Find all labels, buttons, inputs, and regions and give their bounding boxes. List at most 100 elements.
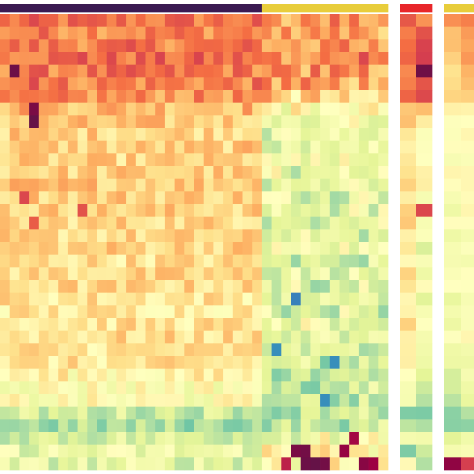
side-1-heatmap-cell (416, 432, 433, 446)
main-heatmap-cell (252, 419, 263, 433)
main-heatmap-cell (281, 77, 292, 91)
main-heatmap-cell (87, 204, 98, 218)
main-heatmap-cell (58, 216, 69, 230)
main-heatmap-cell (339, 26, 350, 40)
main-heatmap-cell (19, 292, 30, 306)
main-heatmap-cell (349, 406, 360, 420)
main-heatmap-cell (48, 444, 59, 458)
main-heatmap-cell (223, 318, 234, 332)
main-heatmap-cell (310, 406, 321, 420)
main-heatmap-cell (368, 216, 379, 230)
side-1-heatmap-cell (416, 204, 433, 218)
side-1-heatmap-cell (400, 102, 417, 116)
main-heatmap-cell (320, 267, 331, 281)
main-heatmap-cell (261, 242, 272, 256)
main-heatmap-cell (184, 368, 195, 382)
side-1-heatmap-cell (416, 419, 433, 433)
main-heatmap-cell (339, 102, 350, 116)
side-2-heatmap-cell (444, 368, 462, 382)
main-heatmap-cell (261, 39, 272, 53)
main-heatmap-cell (87, 229, 98, 243)
main-heatmap-cell (213, 52, 224, 66)
main-heatmap-cell (29, 254, 40, 268)
main-heatmap-cell (116, 191, 127, 205)
main-heatmap-cell (368, 90, 379, 104)
main-heatmap-cell (271, 128, 282, 142)
main-heatmap-cell (349, 14, 360, 28)
main-heatmap-cell (223, 406, 234, 420)
main-heatmap-cell (194, 14, 205, 28)
main-heatmap-cell (164, 52, 175, 66)
main-heatmap-cell (87, 52, 98, 66)
main-heatmap-cell (58, 267, 69, 281)
main-heatmap-cell (223, 166, 234, 180)
side-2-heatmap-cell (461, 191, 474, 205)
main-heatmap-cell (77, 128, 88, 142)
main-heatmap-cell (223, 292, 234, 306)
main-heatmap-cell (300, 14, 311, 28)
main-heatmap-cell (174, 52, 185, 66)
main-heatmap-cell (87, 381, 98, 395)
main-heatmap-cell (19, 140, 30, 154)
main-heatmap-cell (0, 292, 11, 306)
main-heatmap-cell (261, 77, 272, 91)
main-heatmap-cell (252, 26, 263, 40)
main-heatmap-cell (281, 39, 292, 53)
main-heatmap-cell (29, 204, 40, 218)
main-heatmap-cell (58, 394, 69, 408)
main-heatmap-cell (174, 343, 185, 357)
main-heatmap-cell (184, 343, 195, 357)
main-heatmap-cell (87, 216, 98, 230)
side-1-heatmap-cell (416, 166, 433, 180)
main-heatmap-cell (58, 191, 69, 205)
main-heatmap-cell (0, 267, 11, 281)
main-heatmap-cell (58, 52, 69, 66)
main-heatmap-cell (232, 419, 243, 433)
main-heatmap-cell (29, 229, 40, 243)
main-heatmap-cell (203, 381, 214, 395)
main-heatmap-cell (97, 280, 108, 294)
main-heatmap-cell (126, 178, 137, 192)
main-heatmap-cell (358, 406, 369, 420)
main-heatmap-cell (203, 90, 214, 104)
main-heatmap-cell (87, 444, 98, 458)
main-heatmap-cell (29, 64, 40, 78)
main-heatmap-cell (106, 330, 117, 344)
main-heatmap-cell (145, 242, 156, 256)
main-heatmap-cell (291, 191, 302, 205)
main-heatmap-cell (358, 381, 369, 395)
main-heatmap-cell (0, 254, 11, 268)
main-heatmap-cell (116, 318, 127, 332)
main-heatmap-cell (184, 64, 195, 78)
main-heatmap-cell (106, 166, 117, 180)
main-heatmap-cell (19, 102, 30, 116)
main-heatmap-cell (174, 419, 185, 433)
main-heatmap-cell (87, 368, 98, 382)
main-heatmap-cell (58, 406, 69, 420)
main-heatmap-cell (329, 191, 340, 205)
main-heatmap-cell (97, 267, 108, 281)
main-heatmap-cell (252, 39, 263, 53)
main-heatmap-cell (126, 292, 137, 306)
main-heatmap-cell (378, 292, 389, 306)
main-heatmap-cell (87, 432, 98, 446)
main-heatmap-cell (0, 90, 11, 104)
main-heatmap-cell (58, 318, 69, 332)
main-heatmap-cell (320, 444, 331, 458)
main-heatmap-cell (29, 356, 40, 370)
main-heatmap-cell (368, 280, 379, 294)
main-heatmap-cell (184, 77, 195, 91)
main-heatmap-cell (232, 77, 243, 91)
main-heatmap-cell (358, 368, 369, 382)
main-heatmap-cell (281, 444, 292, 458)
main-heatmap-cell (310, 191, 321, 205)
main-heatmap-cell (339, 330, 350, 344)
main-heatmap-cell (223, 419, 234, 433)
side-1-heatmap-cell (400, 204, 417, 218)
main-heatmap-cell (281, 280, 292, 294)
main-heatmap-cell (271, 457, 282, 471)
main-heatmap-cell (38, 102, 49, 116)
main-heatmap-cell (155, 229, 166, 243)
main-heatmap-cell (174, 14, 185, 28)
main-heatmap-cell (174, 381, 185, 395)
